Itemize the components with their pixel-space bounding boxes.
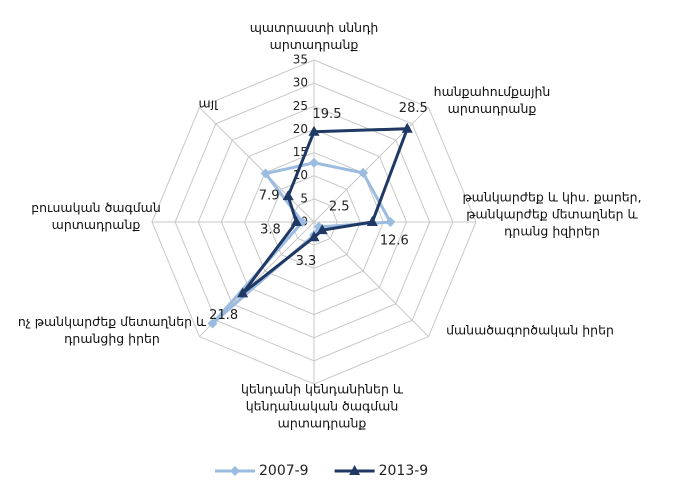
value-label: 7.9 bbox=[259, 189, 280, 204]
marker bbox=[349, 465, 361, 475]
value-label: 28.5 bbox=[399, 101, 428, 116]
marker bbox=[260, 168, 271, 179]
tick-label: 30 bbox=[293, 76, 308, 90]
legend-item: 2013-9 bbox=[334, 463, 429, 479]
marker bbox=[237, 287, 249, 298]
category-label: հանքահումքային արտադրանք bbox=[433, 84, 551, 116]
marker bbox=[282, 190, 294, 201]
marker bbox=[308, 231, 320, 242]
category-label: բուսական ծագման արտադրանք bbox=[31, 200, 161, 232]
category-label: մանածագործական իրեր bbox=[446, 322, 614, 338]
value-label: 2.5 bbox=[329, 200, 350, 215]
marker bbox=[309, 157, 319, 168]
tick-label: 25 bbox=[293, 99, 308, 113]
value-label: 21.8 bbox=[209, 308, 238, 323]
marker bbox=[358, 167, 369, 178]
value-label: 19.5 bbox=[313, 107, 342, 122]
category-label: թանկարժեք և կիս. քարեր, թանկարժեք մետաղն… bbox=[462, 189, 642, 239]
marker bbox=[401, 122, 413, 133]
category-label: կենդանի կենդանիներ և կենդանական ծագման ա… bbox=[240, 381, 403, 431]
category-label: այլ bbox=[198, 95, 218, 111]
marker bbox=[308, 125, 320, 136]
marker bbox=[290, 216, 302, 226]
tick-label: 5 bbox=[300, 191, 308, 205]
marker bbox=[316, 224, 328, 235]
value-label: 3.3 bbox=[296, 254, 317, 269]
spoke bbox=[313, 107, 429, 223]
marker bbox=[207, 318, 218, 329]
value-label: 3.8 bbox=[260, 223, 281, 238]
spoke bbox=[313, 221, 429, 337]
marker bbox=[385, 217, 396, 227]
category-label: ոչ թանկարժեք մետաղներ և դրանցից իրեր bbox=[17, 314, 207, 346]
legend-label: 2007-9 bbox=[259, 463, 309, 479]
legend-label: 2013-9 bbox=[379, 463, 429, 479]
value-label: 12.6 bbox=[380, 234, 409, 249]
legend-item: 2007-9 bbox=[215, 463, 309, 479]
marker bbox=[366, 216, 378, 226]
series-line bbox=[211, 161, 393, 325]
tick-label: 35 bbox=[293, 53, 308, 67]
category-label: պատրաստի սննդի արտադրանք bbox=[249, 20, 379, 52]
tick-label: 20 bbox=[293, 122, 308, 136]
marker bbox=[230, 466, 240, 476]
spoke bbox=[199, 107, 315, 223]
